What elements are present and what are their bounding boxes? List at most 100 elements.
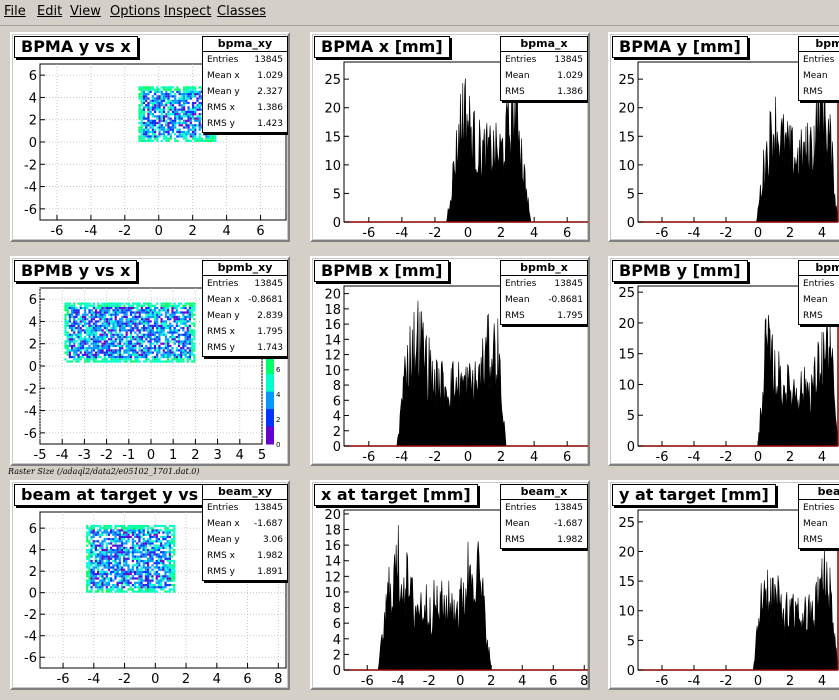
stats-key: Entries (803, 503, 835, 513)
stats-row: Mean y 2.327 (203, 84, 287, 100)
pad-title: BPMA y [mm] (612, 36, 748, 58)
stats-row: Mean (799, 68, 839, 84)
menu-inspect[interactable]: Inspect (164, 4, 212, 19)
x-tick-label: 2 (786, 674, 794, 689)
y-tick-label: 4 (29, 91, 37, 106)
y-tick-label: 18 (324, 524, 341, 539)
stats-value: 1.795 (557, 311, 583, 321)
stats-row: Entries 13845 (501, 52, 587, 68)
stats-key: Mean x (207, 295, 240, 305)
stats-key: RMS (505, 311, 525, 321)
y-tick-label: 20 (324, 288, 341, 303)
x-tick-label: 0 (464, 450, 472, 465)
x-tick-label: 8 (580, 674, 588, 689)
stats-key: Mean (505, 71, 530, 81)
pad-2[interactable]: -6 -4 -2 0 2 4 6 0 5 10 15 20 25 BPMA x [mm] bpma_x Ent… (310, 32, 590, 242)
y-tick-label: 2 (333, 648, 341, 663)
palette-tick-label: 0 (276, 441, 280, 449)
stats-name: bea (799, 485, 839, 500)
x-tick-label: -6 (656, 674, 669, 689)
stats-box: beam_xy Entries 13845 Mean x -1.687 Mean y 3.0… (202, 484, 288, 581)
y-tick-label: 16 (324, 539, 341, 554)
heatmap-cells (86, 524, 176, 593)
x-tick-label: 6 (563, 450, 571, 465)
stats-row: Mean 1.029 (501, 68, 587, 84)
stats-box: bea Entries Mean RMS (798, 484, 839, 549)
y-tick-label: -4 (24, 630, 37, 645)
stats-key: Entries (207, 503, 239, 513)
x-tick-label: -4 (688, 450, 701, 465)
y-tick-label: 10 (618, 605, 635, 620)
stats-row: Mean x 1.029 (203, 68, 287, 84)
stats-row: RMS (799, 532, 839, 548)
stats-value: 1.029 (557, 71, 583, 81)
stats-key: RMS x (207, 103, 235, 113)
pad-8[interactable]: -6 -4 -2 0 2 4 6 8 0 2 4 6 8 10 12 14 16 18 20 x at target … (310, 480, 590, 690)
y-tick-label: 10 (324, 586, 341, 601)
stats-row: Mean y 3.06 (203, 532, 287, 548)
stats-box: bpmb_x Entries 13845 Mean -0.8681 RMS 1.795 (500, 260, 588, 325)
stats-value: -1.687 (553, 519, 583, 529)
pad-title: x at target [mm] (314, 484, 478, 506)
root-canvas[interactable]: Raster Size (/adaql2/data2/e05102_1701.d… (0, 26, 839, 700)
stats-name: bpm (799, 37, 839, 52)
y-tick-label: -2 (24, 158, 37, 173)
pad-4[interactable]: 0 2 4 6 -5 -4 -3 -2 -1 0 1 2 3 4 5 -6 -4 -2 0 2 4 6 BPMB y vs … (10, 256, 290, 466)
menu-file[interactable]: File (4, 4, 26, 19)
stats-box: beam_x Entries 13845 Mean -1.687 RMS 1.982 (500, 484, 588, 549)
stats-row: Entries 13845 (203, 500, 287, 516)
y-tick-label: 4 (333, 410, 341, 425)
stats-value: 1.982 (257, 551, 283, 561)
y-tick-label: 25 (618, 73, 635, 88)
stats-key: Entries (505, 279, 537, 289)
stats-row: RMS x 1.982 (203, 548, 287, 564)
stats-key: Entries (505, 503, 537, 513)
y-tick-label: -6 (24, 427, 37, 442)
y-tick-label: 5 (627, 409, 635, 424)
x-tick-label: -4 (56, 448, 69, 463)
menu-classes[interactable]: Classes (217, 4, 266, 19)
y-tick-label: 12 (324, 570, 341, 585)
x-tick-label: 4 (818, 674, 826, 689)
pad-9[interactable]: -6 -4 -2 0 2 4 0 5 10 15 20 25 y at target [mm] bea En… (608, 480, 839, 690)
x-tick-label: -2 (720, 674, 733, 689)
stats-row: Mean (799, 516, 839, 532)
stats-row: Entries (799, 52, 839, 68)
x-tick-label: -3 (78, 448, 91, 463)
pad-5[interactable]: -6 -4 -2 0 2 4 6 0 2 4 6 8 10 12 14 16 18 20 BPMB x [mm] bp… (310, 256, 590, 466)
heatmap-cells (64, 302, 196, 363)
y-tick-label: 20 (324, 508, 341, 523)
pad-title: y at target [mm] (612, 484, 776, 506)
stats-value: 1.982 (557, 535, 583, 545)
menu-edit[interactable]: Edit (37, 4, 63, 19)
x-tick-label: 6 (563, 226, 571, 241)
y-tick-label: 0 (627, 440, 635, 455)
pad-title: BPMA y vs x (14, 36, 138, 58)
stats-row: RMS x 1.386 (203, 100, 287, 116)
palette-segment (266, 356, 274, 375)
stats-key: RMS x (207, 551, 235, 561)
x-tick-label: 1 (169, 448, 177, 463)
pad-title: BPMB x [mm] (314, 260, 450, 282)
stats-key: RMS y (207, 343, 235, 353)
histogram-fill (396, 300, 507, 447)
x-tick-label: -2 (720, 450, 733, 465)
stats-row: Mean y 2.839 (203, 308, 287, 324)
x-tick-label: -4 (395, 226, 408, 241)
x-tick-label: 4 (222, 224, 230, 239)
x-tick-label: 0 (464, 226, 472, 241)
y-tick-label: 6 (29, 69, 37, 84)
pad-title: BPMB y [mm] (612, 260, 748, 282)
chart-svg: -6 -4 -2 0 2 4 0 5 10 15 20 25 (618, 61, 839, 240)
y-tick-label: 4 (333, 633, 341, 648)
menu-options[interactable]: Options (110, 4, 161, 19)
pad-3[interactable]: -6 -4 -2 0 2 4 0 5 10 15 20 25 BPMA y [mm] bpm Entries… (608, 32, 839, 242)
plot-frame (39, 511, 287, 669)
stats-value: 13845 (554, 279, 583, 289)
y-tick-label: 16 (324, 318, 341, 333)
pad-6[interactable]: -6 -4 -2 0 2 4 0 5 10 15 20 25 BPMB y [mm] bpm Entries… (608, 256, 839, 466)
menu-view[interactable]: View (70, 4, 101, 19)
